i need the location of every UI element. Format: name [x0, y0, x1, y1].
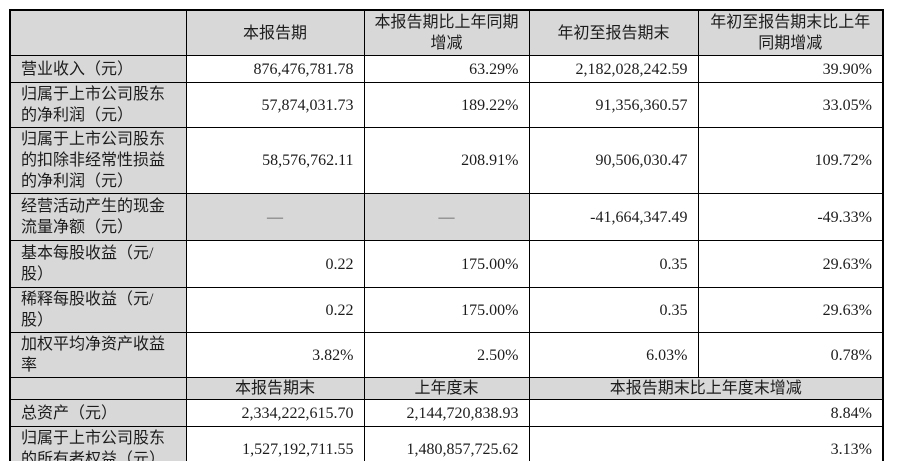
column-header-change-vs-prior-year-end: 本报告期末比上年度末增减: [528, 377, 884, 400]
cell-value: 8.84%: [528, 399, 884, 427]
cell-value: 90,506,030.47: [528, 127, 699, 194]
cell-value: 2,144,720,838.93: [363, 399, 530, 427]
cell-value: 876,476,781.78: [185, 55, 365, 83]
cell-value: 57,874,031.73: [185, 82, 365, 128]
cell-value: 109.72%: [697, 127, 884, 194]
column-header-ytd-yoy-change: 年初至报告期末比上年同期增减: [697, 9, 884, 56]
cell-value: 175.00%: [363, 240, 530, 288]
row-label: 营业收入（元）: [9, 55, 187, 83]
column-header-yoy-change: 本报告期比上年同期增减: [363, 9, 530, 56]
column-header-current-period: 本报告期: [185, 9, 365, 56]
table-row-equity: 归属于上市公司股东的所有者权益（元） 1,527,192,711.55 1,48…: [9, 426, 884, 461]
cell-not-applicable: —: [363, 193, 530, 241]
cell-value: 91,356,360.57: [528, 82, 699, 128]
cell-value: 0.22: [185, 240, 365, 288]
cell-value: 33.05%: [697, 82, 884, 128]
cell-value: 58,576,762.11: [185, 127, 365, 194]
row-label: 总资产（元）: [9, 399, 187, 427]
row-label: 经营活动产生的现金流量净额（元）: [9, 193, 187, 241]
cell-value: 2,182,028,242.59: [528, 55, 699, 83]
table-row-net-profit-excl-nonrecurring: 归属于上市公司股东的扣除非经常性损益的净利润（元） 58,576,762.11 …: [9, 127, 884, 194]
cell-value: 3.13%: [528, 426, 884, 461]
table-row-total-assets: 总资产（元） 2,334,222,615.70 2,144,720,838.93…: [9, 399, 884, 427]
cell-value: 6.03%: [528, 332, 699, 378]
cell-value: 1,527,192,711.55: [185, 426, 365, 461]
table-row-operating-cash-flow: 经营活动产生的现金流量净额（元） — — -41,664,347.49 -49.…: [9, 193, 884, 241]
section2-header-row: 本报告期末 上年度末 本报告期末比上年度末增减: [9, 377, 884, 400]
cell-not-applicable: —: [185, 193, 365, 241]
cell-value: 0.35: [528, 287, 699, 333]
cell-value: 1,480,857,725.62: [363, 426, 530, 461]
column-header-ytd: 年初至报告期末: [528, 9, 699, 56]
table-row-diluted-eps: 稀释每股收益（元/股） 0.22 175.00% 0.35 29.63%: [9, 287, 884, 333]
cell-value: 29.63%: [697, 287, 884, 333]
cell-value: 189.22%: [363, 82, 530, 128]
row-label: 归属于上市公司股东的所有者权益（元）: [9, 426, 187, 461]
cell-value: 0.35: [528, 240, 699, 288]
cell-value: 208.91%: [363, 127, 530, 194]
section1-header-row: 本报告期 本报告期比上年同期增减 年初至报告期末 年初至报告期末比上年同期增减: [9, 9, 884, 56]
cell-value: 39.90%: [697, 55, 884, 83]
financial-summary-table: 本报告期 本报告期比上年同期增减 年初至报告期末 年初至报告期末比上年同期增减 …: [9, 9, 884, 461]
cell-value: 29.63%: [697, 240, 884, 288]
cell-value: -41,664,347.49: [528, 193, 699, 241]
cell-value: 2.50%: [363, 332, 530, 378]
column-header-period-end: 本报告期末: [185, 377, 365, 400]
table-row-revenue: 营业收入（元） 876,476,781.78 63.29% 2,182,028,…: [9, 55, 884, 83]
row-label: 归属于上市公司股东的扣除非经常性损益的净利润（元）: [9, 127, 187, 194]
row-label: 加权平均净资产收益率: [9, 332, 187, 378]
row-label: 归属于上市公司股东的净利润（元）: [9, 82, 187, 128]
cell-value: 0.22: [185, 287, 365, 333]
row-label: 稀释每股收益（元/股）: [9, 287, 187, 333]
table-row-net-profit: 归属于上市公司股东的净利润（元） 57,874,031.73 189.22% 9…: [9, 82, 884, 128]
row-label: 基本每股收益（元/股）: [9, 240, 187, 288]
cell-value: -49.33%: [697, 193, 884, 241]
cell-value: 0.78%: [697, 332, 884, 378]
cell-value: 2,334,222,615.70: [185, 399, 365, 427]
table-row-weighted-avg-roe: 加权平均净资产收益率 3.82% 2.50% 6.03% 0.78%: [9, 332, 884, 378]
cell-value: 175.00%: [363, 287, 530, 333]
cell-value: 63.29%: [363, 55, 530, 83]
corner-cell: [9, 9, 187, 56]
corner-cell: [9, 377, 187, 400]
cell-value: 3.82%: [185, 332, 365, 378]
table-row-basic-eps: 基本每股收益（元/股） 0.22 175.00% 0.35 29.63%: [9, 240, 884, 288]
column-header-prior-year-end: 上年度末: [363, 377, 530, 400]
